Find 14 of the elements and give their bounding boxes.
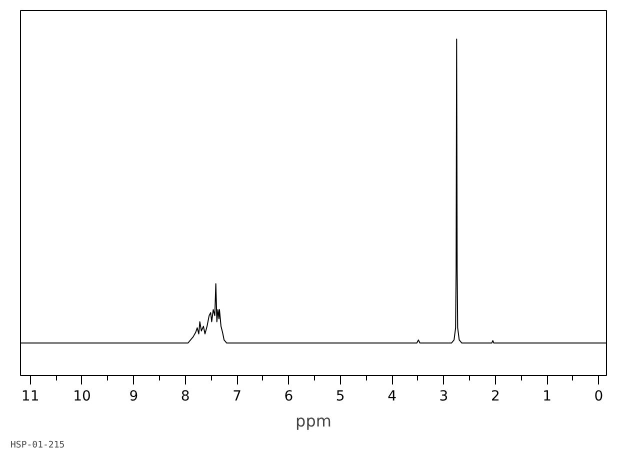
x-tick-label: 10 xyxy=(73,388,91,404)
x-tick-label: 4 xyxy=(388,388,397,404)
x-tick-label: 7 xyxy=(232,388,242,404)
x-tick-label: 2 xyxy=(490,388,500,404)
x-tick-label: 0 xyxy=(594,388,604,404)
x-tick-label: 9 xyxy=(129,388,138,404)
x-tick-label: 1 xyxy=(542,388,552,404)
x-tick-label: 8 xyxy=(180,388,190,404)
x-tick-label: 6 xyxy=(284,388,294,404)
text: HSP-01-215 xyxy=(10,440,65,450)
x-axis-title: ppm xyxy=(296,412,332,430)
x-tick-label: 5 xyxy=(336,388,345,404)
x-tick-label: 11 xyxy=(21,388,40,404)
x-tick-label: 3 xyxy=(439,388,448,404)
